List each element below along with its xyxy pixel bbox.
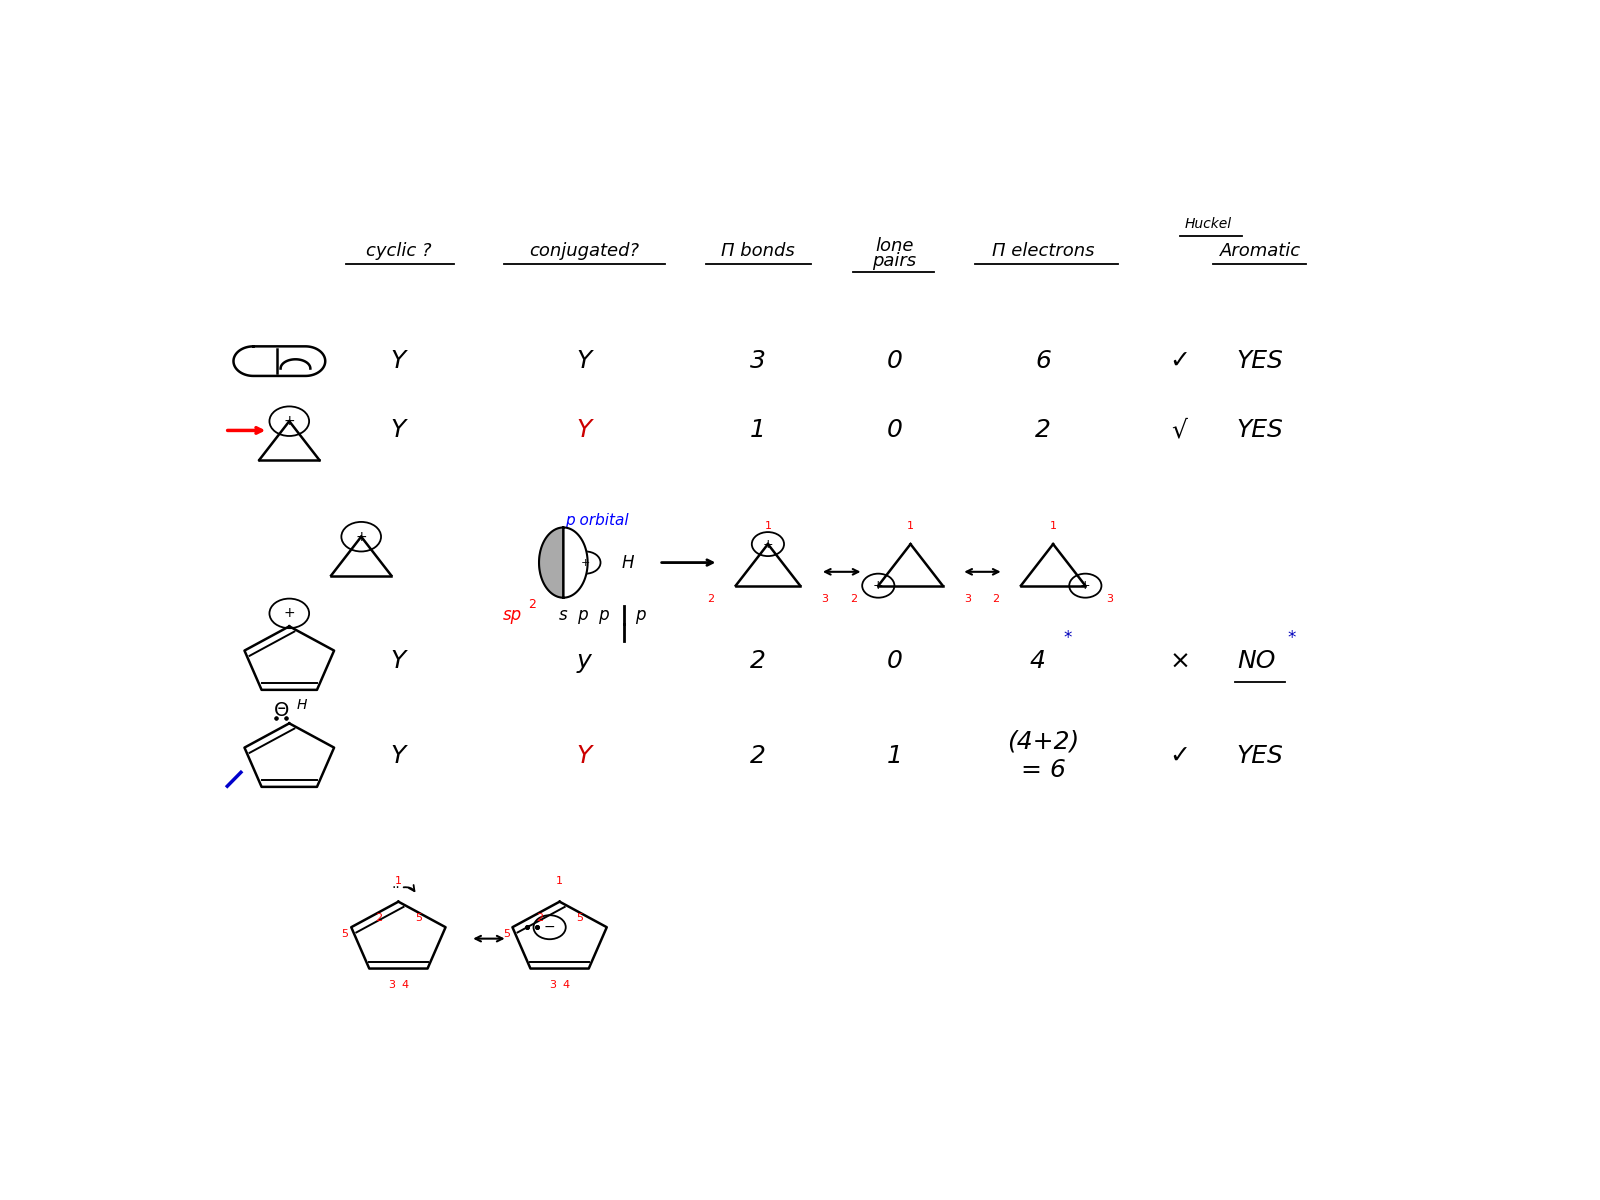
Text: +: + — [283, 414, 294, 428]
Text: 3: 3 — [821, 594, 829, 604]
Text: Aromatic: Aromatic — [1219, 242, 1301, 260]
Text: 1: 1 — [886, 744, 902, 768]
Text: p orbital: p orbital — [565, 512, 629, 528]
Text: Huckel: Huckel — [1184, 217, 1232, 230]
Text: YES: YES — [1237, 349, 1283, 373]
Text: 6: 6 — [1035, 349, 1051, 373]
Text: 3: 3 — [1107, 594, 1114, 604]
Text: 3: 3 — [965, 594, 971, 604]
Text: H: H — [296, 698, 307, 712]
Text: H: H — [621, 553, 634, 571]
Text: 1: 1 — [907, 521, 914, 530]
Text: NO: NO — [1237, 649, 1275, 673]
Text: 1: 1 — [765, 521, 771, 530]
Text: 0: 0 — [886, 649, 902, 673]
Text: √: √ — [1171, 419, 1187, 443]
Text: 4: 4 — [402, 980, 408, 990]
Text: 2: 2 — [374, 913, 382, 923]
Text: +: + — [355, 529, 366, 544]
Text: *: * — [1064, 629, 1072, 647]
Text: Y: Y — [576, 419, 592, 443]
Text: 2: 2 — [750, 649, 766, 673]
Text: y: y — [578, 649, 592, 673]
Text: 1: 1 — [750, 419, 766, 443]
Text: (4+2)
= 6: (4+2) = 6 — [1006, 730, 1080, 781]
Text: Y: Y — [576, 744, 592, 768]
Polygon shape — [563, 528, 587, 598]
Text: 1: 1 — [395, 876, 402, 887]
Text: 5: 5 — [341, 929, 349, 940]
Text: +: + — [1080, 580, 1091, 592]
Text: Y: Y — [390, 649, 406, 673]
Text: YES: YES — [1237, 744, 1283, 768]
Text: YES: YES — [1237, 419, 1283, 443]
Text: 5: 5 — [576, 913, 582, 923]
Polygon shape — [539, 528, 563, 598]
Text: 3: 3 — [549, 980, 557, 990]
Text: 4: 4 — [563, 980, 570, 990]
Text: 2: 2 — [850, 594, 858, 604]
Text: 2: 2 — [528, 598, 536, 611]
Text: 3: 3 — [750, 349, 766, 373]
Text: ×: × — [1170, 649, 1190, 673]
Text: 0: 0 — [886, 419, 902, 443]
Text: 4: 4 — [1029, 649, 1045, 673]
Text: 1: 1 — [1050, 521, 1056, 530]
Text: 5: 5 — [414, 913, 422, 923]
Text: +: + — [763, 538, 773, 551]
Text: 3: 3 — [389, 980, 395, 990]
Text: ··: ·· — [392, 881, 400, 895]
Text: cyclic ?: cyclic ? — [366, 242, 430, 260]
Text: 2: 2 — [1035, 419, 1051, 443]
Text: Y: Y — [390, 349, 406, 373]
Text: +: + — [283, 606, 294, 620]
Text: p: p — [635, 606, 645, 624]
Text: Y: Y — [390, 744, 406, 768]
Text: Y: Y — [390, 419, 406, 443]
Text: ✓: ✓ — [1170, 744, 1190, 768]
Text: +: + — [874, 580, 883, 592]
Text: 2: 2 — [536, 913, 544, 923]
Text: 5: 5 — [502, 929, 510, 940]
Text: Π bonds: Π bonds — [722, 242, 795, 260]
Text: 2: 2 — [750, 744, 766, 768]
Text: Y: Y — [576, 349, 592, 373]
Text: pairs: pairs — [872, 252, 917, 270]
Text: sp: sp — [502, 606, 522, 624]
Text: −: − — [544, 920, 555, 935]
Text: conjugated?: conjugated? — [530, 242, 640, 260]
Text: s  p  p: s p p — [558, 606, 610, 624]
Text: 0: 0 — [886, 349, 902, 373]
Text: ✓: ✓ — [1170, 349, 1190, 373]
Text: 2: 2 — [707, 594, 715, 604]
Text: lone: lone — [875, 236, 914, 254]
Text: +: + — [581, 558, 590, 568]
Text: Π electrons: Π electrons — [992, 242, 1094, 260]
Text: 1: 1 — [557, 876, 563, 887]
Text: Θ: Θ — [274, 701, 290, 720]
Text: *: * — [1286, 629, 1296, 647]
Text: 2: 2 — [992, 594, 1000, 604]
